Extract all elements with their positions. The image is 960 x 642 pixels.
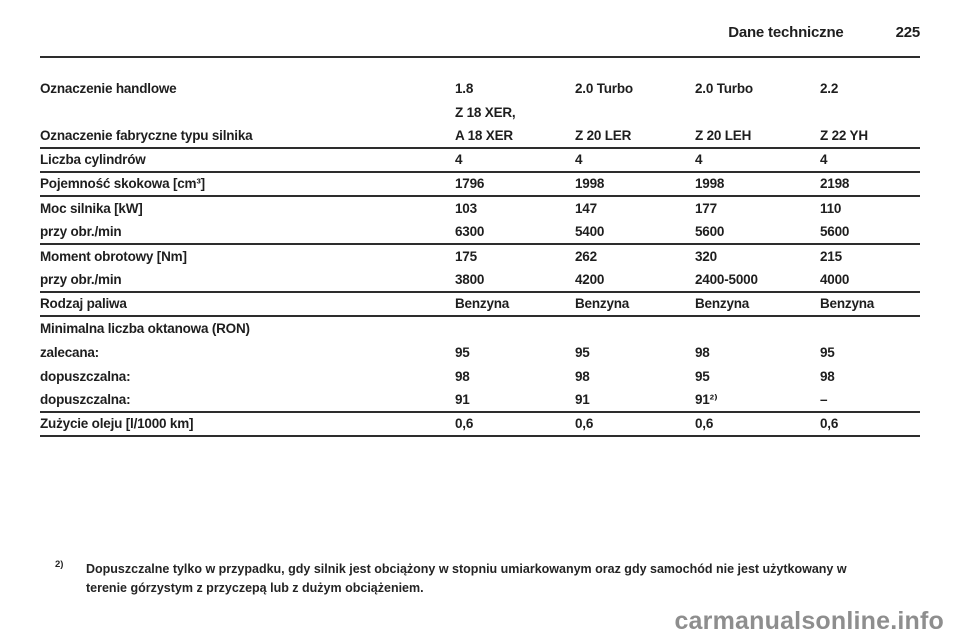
row-value: 4 <box>455 152 463 167</box>
row-value: 110 <box>820 201 842 216</box>
row-value: 4 <box>695 152 703 167</box>
spec-table: Oznaczenie handlowe 1.8 2.0 Turbo 2.0 Turbo… <box>40 77 920 437</box>
row-value: Z 18 XER, <box>455 105 516 120</box>
row-value: 175 <box>455 249 477 264</box>
page-number: 225 <box>895 24 921 41</box>
row-value: 2.2 <box>820 81 839 96</box>
row-value: 95 <box>695 369 710 384</box>
row-value: 91 <box>575 392 590 407</box>
row-label: Pojemność skokowa [cm³] <box>40 176 205 191</box>
row-value: 0,6 <box>575 416 594 431</box>
row-value: 215 <box>820 249 842 264</box>
row-value: 95 <box>455 345 470 360</box>
watermark: carmanualsonline.info <box>674 607 944 635</box>
row-value: 4 <box>575 152 583 167</box>
row-label: Liczba cylindrów <box>40 152 146 167</box>
footnote: 2) Dopuszczalne tylko w przypadku, gdy s… <box>55 559 890 599</box>
row-label: zalecana: <box>40 345 99 360</box>
row-value: 6300 <box>455 224 485 239</box>
table-row: Pojemność skokowa [cm³] 1796 1998 1998 2198 <box>40 173 920 197</box>
table-row: Zużycie oleju [l/1000 km] 0,6 0,6 0,6 0,6 <box>40 413 920 437</box>
table-row: Moment obrotowy [Nm] 175 262 320 215 <box>40 245 920 269</box>
table-row: Oznaczenie fabryczne typu silnika A 18 XE… <box>40 125 920 149</box>
row-value: 262 <box>575 249 597 264</box>
table-row: Moc silnika [kW] 103 147 177 110 <box>40 197 920 221</box>
row-value: 2.0 Turbo <box>575 81 633 96</box>
row-value: 91²⁾ <box>695 392 718 407</box>
row-value: 1998 <box>695 176 725 191</box>
table-row: Rodzaj paliwa Benzyna Benzyna Benzyna Benzyn… <box>40 293 920 317</box>
row-value: Benzyna <box>575 296 630 311</box>
table-row: Z 18 XER, <box>40 101 920 125</box>
row-label: Moment obrotowy [Nm] <box>40 249 187 264</box>
row-value: 0,6 <box>455 416 474 431</box>
row-label: Oznaczenie handlowe <box>40 81 177 96</box>
row-value: 177 <box>695 201 717 216</box>
row-value: 5600 <box>695 224 725 239</box>
row-value: 147 <box>575 201 597 216</box>
row-value: 98 <box>455 369 470 384</box>
table-row: Minimalna liczba oktanowa (RON) <box>40 317 920 341</box>
page-title: Dane techniczne <box>728 24 844 41</box>
row-value: 4000 <box>820 272 850 287</box>
row-value: 95 <box>575 345 590 360</box>
row-label: przy obr./min <box>40 272 122 287</box>
row-label: dopuszczalna: <box>40 369 131 384</box>
row-value: 98 <box>575 369 590 384</box>
row-label: Oznaczenie fabryczne typu silnika <box>40 128 253 143</box>
row-value: 98 <box>695 345 710 360</box>
row-value: 320 <box>695 249 717 264</box>
row-value: 3800 <box>455 272 485 287</box>
table-row: dopuszczalna: 98 98 95 98 <box>40 365 920 389</box>
row-value: 5400 <box>575 224 605 239</box>
table-row: zalecana: 95 95 98 95 <box>40 341 920 365</box>
row-value: 4 <box>820 152 828 167</box>
row-value: – <box>820 392 828 407</box>
row-value: 95 <box>820 345 835 360</box>
row-value: 1998 <box>575 176 605 191</box>
table-row: dopuszczalna: 91 91 91²⁾ – <box>40 389 920 413</box>
page-header: Dane techniczne 225 <box>728 24 920 41</box>
row-value: 0,6 <box>820 416 839 431</box>
header-rule <box>40 56 920 58</box>
table-row: przy obr./min 6300 5400 5600 5600 <box>40 221 920 245</box>
row-label: Minimalna liczba oktanowa (RON) <box>40 321 250 336</box>
row-value: Benzyna <box>455 296 510 311</box>
row-value: A 18 XER <box>455 128 513 143</box>
row-value: Z 22 YH <box>820 128 868 143</box>
row-value: Benzyna <box>820 296 875 311</box>
row-label: dopuszczalna: <box>40 392 131 407</box>
row-label: Rodzaj paliwa <box>40 296 127 311</box>
row-value: 1796 <box>455 176 485 191</box>
footnote-marker: 2) <box>55 559 64 570</box>
row-label: Moc silnika [kW] <box>40 201 143 216</box>
row-value: 2.0 Turbo <box>695 81 753 96</box>
footnote-text: Dopuszczalne tylko w przypadku, gdy siln… <box>86 562 847 596</box>
row-value: 4200 <box>575 272 605 287</box>
row-value: 1.8 <box>455 81 474 96</box>
row-value: 2400-5000 <box>695 272 758 287</box>
row-value: 98 <box>820 369 835 384</box>
row-value: 103 <box>455 201 477 216</box>
row-value: Z 20 LEH <box>695 128 752 143</box>
table-row: przy obr./min 3800 4200 2400-5000 4000 <box>40 269 920 293</box>
row-value: 5600 <box>820 224 850 239</box>
row-value: Z 20 LER <box>575 128 632 143</box>
table-row: Oznaczenie handlowe 1.8 2.0 Turbo 2.0 Turbo… <box>40 77 920 101</box>
table-row: Liczba cylindrów 4 4 4 4 <box>40 149 920 173</box>
row-label: przy obr./min <box>40 224 122 239</box>
row-value: Benzyna <box>695 296 750 311</box>
row-value: 0,6 <box>695 416 714 431</box>
row-value: 2198 <box>820 176 850 191</box>
row-label: Zużycie oleju [l/1000 km] <box>40 416 194 431</box>
row-value: 91 <box>455 392 470 407</box>
